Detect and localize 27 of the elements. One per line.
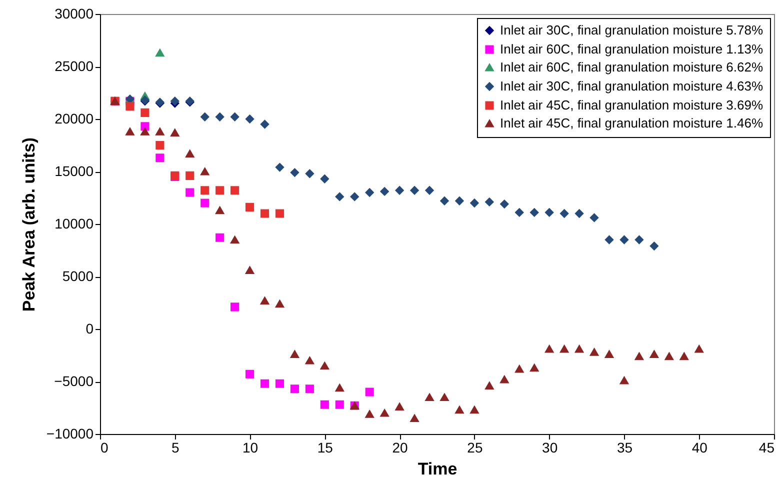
x-tick-label: 35 (616, 440, 633, 456)
y-tick-label: −10000 (46, 426, 94, 442)
x-tick-label: 5 (171, 440, 180, 456)
y-tick-label: 0 (86, 320, 94, 336)
x-tick-label: 0 (100, 440, 108, 456)
legend-label: Inlet air 60C, final granulation moisture 1.13% (500, 42, 764, 56)
legend-label: Inlet air 45C, final granulation moisture 3.69% (500, 98, 764, 112)
legend-label: Inlet air 45C, final granulation moisture 1.46% (500, 116, 764, 130)
x-tick-label: 20 (392, 440, 408, 456)
x-tick-label: 30 (542, 440, 558, 456)
y-tick-label: 10000 (54, 216, 94, 232)
legend-label: Inlet air 30C, final granulation moisture 4.63% (500, 78, 764, 94)
y-tick-label: 5000 (62, 268, 94, 284)
legend-label: Inlet air 60C, final granulation moisture 6.62% (500, 60, 764, 74)
y-tick-label: 30000 (54, 6, 94, 22)
y-tick-label: 20000 (54, 110, 94, 126)
y-tick-label: 25000 (54, 58, 94, 74)
x-tick-label: 15 (317, 440, 334, 456)
y-tick-label: 15000 (54, 163, 94, 179)
legend-label: Inlet air 30C, final granulation moisture 5.78% (500, 22, 764, 38)
x-tick-label: 10 (242, 440, 258, 456)
x-tick-label: 45 (758, 440, 775, 456)
x-tick-label: 40 (692, 440, 708, 456)
x-axis-title: Time (418, 460, 458, 478)
x-tick-label: 25 (467, 440, 483, 456)
y-axis-title: Peak Area (arb. units) (19, 137, 38, 312)
y-tick-label: −5000 (54, 373, 94, 389)
